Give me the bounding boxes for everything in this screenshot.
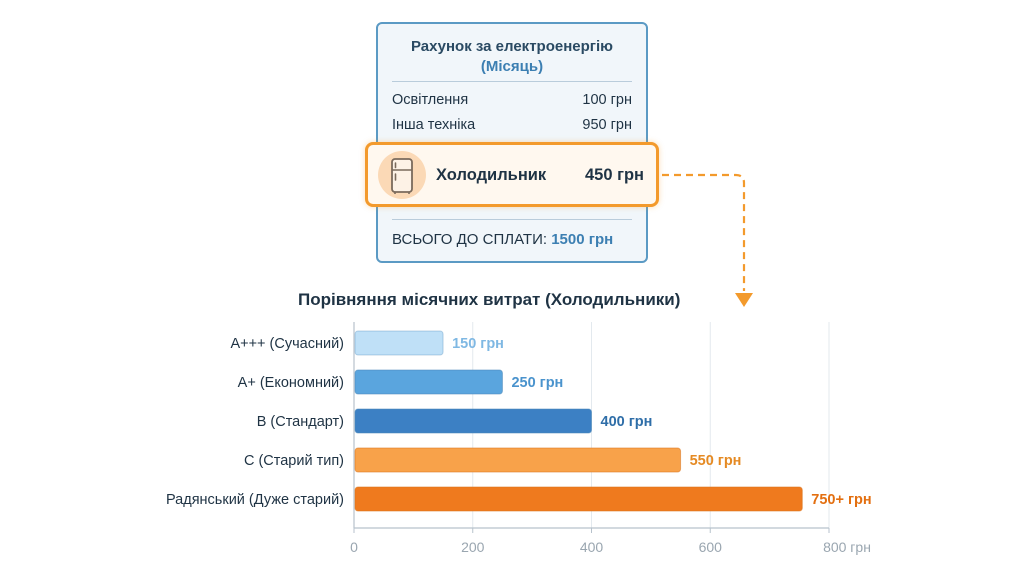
bill-total-label: ВСЬОГО ДО СПЛАТИ: xyxy=(392,231,548,248)
bill-divider xyxy=(392,81,632,82)
bar xyxy=(354,369,503,395)
bill-divider xyxy=(392,219,632,220)
data-label: 550 грн xyxy=(690,453,742,469)
x-tick-label: 200 xyxy=(461,539,485,555)
x-tick-label: 400 xyxy=(580,539,604,555)
data-label: 400 грн xyxy=(601,414,653,430)
bill-row-label: Інша техніка xyxy=(392,117,476,133)
bill-title-text: Рахунок за електроенергію xyxy=(410,38,613,55)
fridge-value: 450 грн xyxy=(584,166,644,184)
data-label: 250 грн xyxy=(511,375,563,391)
arrow-head-icon xyxy=(735,293,753,307)
x-tick-label: 0 xyxy=(350,539,358,555)
bill-total-value: 1500 грн xyxy=(551,231,614,248)
category-label: A+++ (Сучасний) xyxy=(230,336,344,352)
chart-title: Порівняння місячних витрат (Холодильники… xyxy=(298,290,681,309)
bill-row-lighting: Освітлення 100 грн xyxy=(392,92,632,108)
x-tick-label: 800 грн xyxy=(823,539,871,555)
fridge-label: Холодильник xyxy=(436,166,547,184)
category-label: B (Стандарт) xyxy=(257,414,344,430)
bill-row-value: 100 грн xyxy=(582,92,632,108)
bar xyxy=(354,408,592,434)
category-label: Радянський (Дуже старий) xyxy=(166,492,344,508)
bill-row-value: 950 грн xyxy=(582,117,632,133)
bar xyxy=(354,486,803,512)
category-label: C (Старий тип) xyxy=(244,453,344,469)
bill-row-other-appliances: Інша техніка 950 грн xyxy=(392,117,632,133)
fridge-highlight-card: Холодильник 450 грн xyxy=(365,142,659,207)
bill-subtitle: (Місяць) xyxy=(480,58,544,75)
category-label: A+ (Економний) xyxy=(238,375,344,391)
bill-total: ВСЬОГО ДО СПЛАТИ: 1500 грн xyxy=(392,231,632,248)
bill-title: Рахунок за електроенергію (Місяць) xyxy=(378,37,646,77)
bar xyxy=(354,447,682,473)
data-label: 150 грн xyxy=(452,336,504,352)
data-label: 750+ грн xyxy=(811,492,871,508)
bill-row-label: Освітлення xyxy=(392,92,469,108)
fridge-icon xyxy=(378,151,426,199)
bar xyxy=(354,330,444,356)
x-tick-label: 600 xyxy=(699,539,723,555)
